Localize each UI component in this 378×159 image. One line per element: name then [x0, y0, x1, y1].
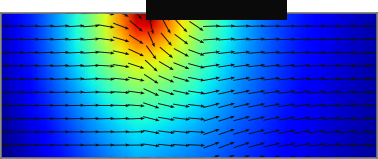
Bar [146, 0, 287, 20]
